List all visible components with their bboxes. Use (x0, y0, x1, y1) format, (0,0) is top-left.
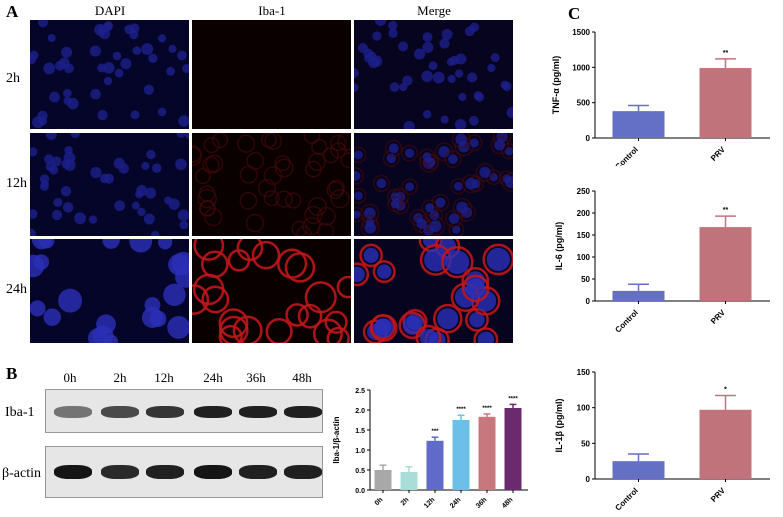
blot-band-beta-actin-1 (101, 465, 139, 479)
blot-band-iba1-0 (54, 406, 92, 418)
panel-a-letter: A (6, 2, 19, 21)
tnf-chart-y-tick-label: 1000 (572, 63, 590, 72)
il6-chart-y-tick-label: 0 (586, 297, 591, 306)
iba1-chart-bar-12h (426, 440, 444, 490)
blot-label-beta-actin: β-actin (2, 466, 41, 481)
tnf-chart-y-label: TNF-α (pg/ml) (551, 56, 561, 115)
micrograph-dapi-24h (30, 239, 189, 343)
column-header-iba1: Iba-1 (258, 3, 286, 18)
blot-band-iba1-2 (146, 406, 184, 418)
panel-c-letter: C (568, 4, 581, 23)
iba1-chart-significance-36h: **** (482, 406, 492, 412)
chart-il6: 0 50 100 150 200 250 IL-6 (pg/ml) Control ** PRV (554, 187, 770, 335)
micrograph-dapi-2h (30, 20, 189, 129)
column-header-merge: Merge (417, 3, 451, 18)
blot-band-beta-actin-2 (146, 465, 184, 479)
iba1-chart-x-tick-label: 2h (400, 496, 411, 507)
blot-band-beta-actin-4 (239, 465, 277, 479)
western-blot-beta-actin (45, 446, 323, 498)
il1b-chart-y-tick-label: 50 (581, 439, 590, 448)
row-label-12h: 12h (6, 176, 27, 191)
tnf-chart-significance-PRV: ** (723, 50, 729, 57)
il6-chart-bar-Control (612, 290, 665, 301)
il1b-chart-x-tick-label: PRV (709, 486, 727, 504)
tnf-chart-y-tick-label: 500 (577, 99, 591, 108)
blot-band-iba1-3 (194, 406, 232, 418)
micrograph-iba-24h (192, 239, 351, 343)
il6-chart-y-tick-label: 50 (581, 275, 590, 284)
blot-label-iba1: Iba-1 (5, 405, 35, 420)
il1b-chart-y-tick-label: 150 (577, 368, 591, 377)
column-header-dapi: DAPI (94, 3, 126, 18)
il6-chart-bar-PRV (699, 227, 752, 301)
iba1-chart-x-tick-label: 0h (374, 496, 385, 507)
iba1-chart-bar-2h (400, 472, 418, 490)
tnf-chart-bar-PRV (699, 68, 752, 138)
il6-chart-significance-PRV: ** (723, 207, 729, 214)
lane-label-12h: 12h (154, 370, 174, 385)
il6-chart-y-tick-label: 100 (577, 253, 591, 262)
micrograph-merge-2h (354, 20, 513, 129)
tnf-chart-x-tick-label: Control (613, 145, 639, 166)
iba1-chart-y-tick-label: 2.0 (355, 408, 365, 415)
iba1-chart-bar-48h (504, 408, 522, 490)
iba1-chart-bar-0h (374, 470, 392, 490)
tnf-chart-y-tick-label: 0 (586, 134, 591, 143)
il1b-chart-x-tick-label: Control (613, 486, 639, 512)
micrograph-dapi-12h (30, 133, 189, 236)
row-label-24h: 24h (6, 282, 27, 297)
row-label-2h: 2h (6, 71, 20, 86)
iba1-chart-significance-24h: **** (456, 407, 466, 413)
lane-label-24h: 24h (203, 370, 223, 385)
iba1-chart-y-tick-label: 0.5 (355, 468, 365, 475)
il6-chart-x-tick-label: PRV (709, 308, 727, 326)
tnf-chart-y-tick-label: 1500 (572, 28, 590, 37)
western-blot-iba1 (45, 389, 323, 433)
micrograph-merge-12h (354, 133, 513, 236)
il1b-chart-bar-PRV (699, 409, 752, 479)
iba1-chart-significance-12h: *** (431, 429, 439, 435)
tnf-chart-x-tick-label: PRV (709, 145, 727, 163)
panel-b-letter: B (6, 364, 18, 383)
micrograph-iba-2h (192, 20, 351, 129)
iba1-chart-x-tick-label: 48h (501, 496, 514, 509)
chart-iba1-quantification: 0.0 0.5 1.0 1.5 2.0 2.5 Iba-1/β-actin 0h 2h *** 12… (332, 388, 528, 510)
il1b-chart-y-tick-label: 100 (577, 404, 591, 413)
il6-chart-y-tick-label: 250 (577, 187, 591, 196)
chart-tnf-alpha: 0 500 1000 1500 TNF-α (pg/ml) Control ** PRV (551, 28, 770, 166)
lane-label-36h: 36h (246, 370, 266, 385)
lane-label-48h: 48h (292, 370, 312, 385)
il1b-chart-bar-Control (612, 461, 665, 479)
chart-il1-beta: 0 50 100 150 IL-1β (pg/ml) Control * PRV (554, 368, 770, 513)
micrograph-iba-12h (192, 133, 351, 236)
iba1-chart-y-tick-label: 1.0 (355, 448, 365, 455)
blot-band-beta-actin-0 (54, 465, 92, 479)
iba1-chart-bar-36h (478, 416, 496, 490)
tnf-chart-bar-Control (612, 111, 665, 138)
iba1-chart-x-tick-label: 24h (449, 496, 462, 509)
lane-label-0h: 0h (63, 370, 77, 385)
iba1-chart-significance-48h: **** (508, 396, 518, 402)
lane-label-2h: 2h (113, 370, 127, 385)
blot-band-iba1-1 (101, 406, 139, 418)
il6-chart-x-tick-label: Control (613, 308, 639, 334)
blot-band-iba1-5 (284, 406, 322, 418)
blot-band-iba1-4 (239, 406, 277, 418)
il6-chart-y-tick-label: 200 (577, 209, 591, 218)
iba1-chart-bar-24h (452, 420, 470, 490)
iba1-chart-x-tick-label: 36h (475, 496, 488, 509)
il6-chart-y-label: IL-6 (pg/ml) (554, 222, 564, 271)
iba1-chart-y-label: Iba-1/β-actin (332, 416, 341, 463)
iba1-chart-y-tick-label: 2.5 (355, 388, 365, 395)
iba1-chart-x-tick-label: 12h (423, 496, 436, 509)
blot-band-beta-actin-3 (194, 465, 232, 479)
blot-band-beta-actin-5 (284, 465, 322, 479)
il1b-chart-significance-PRV: * (724, 387, 727, 394)
iba1-chart-y-tick-label: 0.0 (355, 488, 365, 495)
il1b-chart-y-tick-label: 0 (586, 475, 591, 484)
micrograph-merge-24h (354, 239, 513, 343)
iba1-chart-y-tick-label: 1.5 (355, 428, 365, 435)
il1b-chart-y-label: IL-1β (pg/ml) (554, 399, 564, 453)
il6-chart-y-tick-label: 150 (577, 231, 591, 240)
